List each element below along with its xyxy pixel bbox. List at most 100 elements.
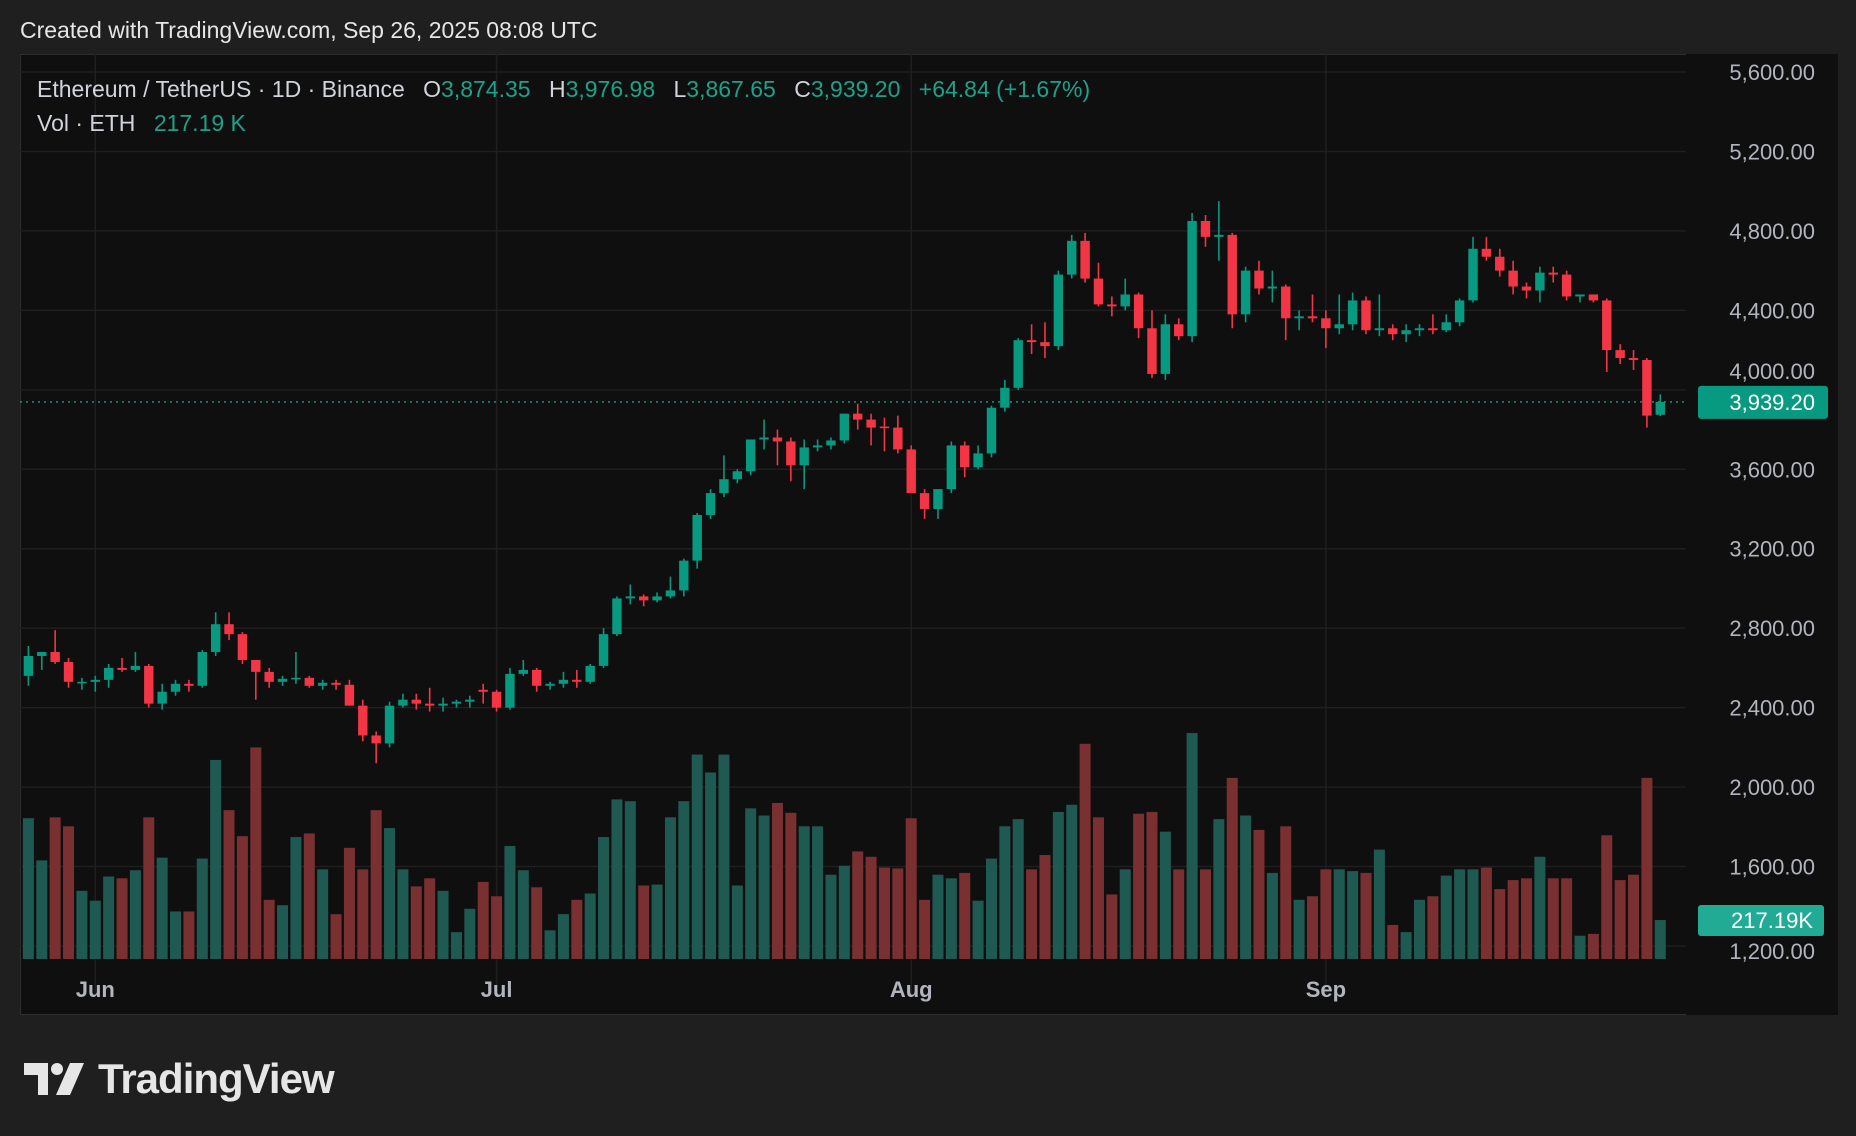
volume-bar bbox=[932, 874, 944, 959]
volume-bar bbox=[504, 846, 516, 959]
candle-body bbox=[291, 677, 301, 680]
volume-bar bbox=[798, 826, 810, 959]
time-tick-label: Sep bbox=[1306, 977, 1346, 1002]
candle-body bbox=[1093, 278, 1104, 305]
high-value: 3,976.98 bbox=[565, 76, 656, 102]
volume-bar bbox=[544, 930, 556, 959]
candle-body bbox=[1481, 248, 1492, 257]
candle-body bbox=[1133, 294, 1144, 329]
symbol-title[interactable]: Ethereum / TetherUS · 1D · Binance bbox=[37, 76, 405, 102]
volume-bar bbox=[1521, 878, 1533, 959]
candle-body bbox=[705, 493, 716, 515]
volume-bar bbox=[557, 914, 569, 959]
candle-body bbox=[1428, 328, 1438, 331]
volume-value: 217.19 K bbox=[153, 110, 246, 136]
volume-bar bbox=[49, 817, 61, 959]
candle-body bbox=[1334, 324, 1344, 329]
candle-body bbox=[398, 699, 408, 706]
chart-frame bbox=[20, 54, 1838, 1015]
price-tick-label: 1,600.00 bbox=[1729, 855, 1815, 880]
candle-body bbox=[184, 683, 194, 686]
volume-bar bbox=[1199, 869, 1211, 959]
candlestick-chart[interactable]: 5,600.00 5,200.00 4,800.00 4,400.00 4,000.00… bbox=[20, 54, 1838, 1015]
candle-body bbox=[1508, 270, 1518, 287]
candle-body bbox=[1281, 286, 1291, 319]
candle-body bbox=[933, 489, 943, 509]
candle-body bbox=[1000, 387, 1010, 408]
candle-body bbox=[1388, 328, 1398, 335]
volume-bar bbox=[1587, 933, 1599, 959]
volume-bar bbox=[22, 818, 34, 959]
volume-bar bbox=[664, 817, 676, 959]
volume-bar bbox=[1347, 871, 1359, 959]
volume-bar bbox=[1654, 920, 1666, 959]
volume-label[interactable]: Vol · ETH bbox=[37, 110, 136, 136]
candle-body bbox=[237, 634, 248, 660]
volume-bar bbox=[277, 905, 289, 959]
candle-body bbox=[1535, 272, 1545, 291]
candle-body bbox=[946, 445, 957, 490]
candle-body bbox=[1642, 360, 1652, 416]
volume-bar bbox=[343, 847, 355, 959]
candle-body bbox=[37, 652, 47, 656]
candle-body bbox=[1174, 324, 1184, 337]
candle-body bbox=[1655, 401, 1665, 415]
candle-body bbox=[1107, 304, 1117, 307]
volume-bar bbox=[63, 826, 75, 959]
volume-bar bbox=[437, 890, 449, 959]
volume-bar bbox=[624, 801, 636, 959]
candle-body bbox=[1561, 274, 1572, 297]
price-tick-label: 1,200.00 bbox=[1729, 939, 1815, 964]
volume-bar bbox=[892, 868, 904, 959]
price-tick-label: 5,200.00 bbox=[1729, 139, 1815, 164]
candle-body bbox=[358, 705, 368, 736]
candle-body bbox=[960, 445, 970, 468]
volume-bar bbox=[183, 911, 195, 959]
candle-body bbox=[50, 652, 60, 662]
volume-bar bbox=[250, 747, 262, 959]
candle-body bbox=[1321, 318, 1331, 329]
close-value: 3,939.20 bbox=[810, 76, 901, 102]
volume-bar bbox=[170, 911, 182, 959]
volume-bar bbox=[1240, 815, 1252, 959]
volume-bar bbox=[143, 817, 155, 959]
volume-bar bbox=[1628, 874, 1640, 959]
price-tick-label: 5,600.00 bbox=[1729, 60, 1815, 85]
volume-bar bbox=[1414, 899, 1426, 959]
candle-body bbox=[331, 682, 341, 685]
volume-bar bbox=[290, 837, 302, 959]
tradingview-logo[interactable]: TradingView bbox=[24, 1055, 335, 1103]
volume-bar bbox=[210, 759, 222, 959]
volume-bar bbox=[1480, 867, 1492, 959]
candle-body bbox=[1160, 324, 1171, 374]
time-axis: Jun Jul Aug Sep bbox=[76, 977, 1346, 1002]
volume-bar bbox=[424, 878, 436, 959]
candle-body bbox=[732, 471, 743, 480]
price-tick-label: 4,000.00 bbox=[1729, 359, 1815, 384]
candle-body bbox=[1120, 294, 1130, 307]
volume-bar bbox=[999, 826, 1011, 959]
candle-body bbox=[317, 682, 328, 686]
ohlc-row: Ethereum / TetherUS · 1D · Binance O3,87… bbox=[37, 72, 1090, 106]
tradingview-logo-icon bbox=[24, 1063, 84, 1095]
candle-body bbox=[505, 673, 515, 708]
volume-bar bbox=[1226, 777, 1238, 959]
candle-body bbox=[1374, 328, 1385, 331]
volume-bar bbox=[1320, 869, 1332, 959]
volume-bar bbox=[1266, 872, 1278, 959]
volume-bar bbox=[584, 893, 596, 959]
candle-body bbox=[1441, 322, 1451, 331]
volume-bar bbox=[1133, 813, 1145, 959]
candle-body bbox=[304, 677, 314, 686]
candle-body bbox=[919, 493, 930, 509]
price-tick-label: 2,400.00 bbox=[1729, 696, 1815, 721]
candle-body bbox=[1080, 240, 1090, 279]
volume-bar bbox=[745, 808, 757, 959]
candle-body bbox=[1267, 286, 1278, 289]
candle-body bbox=[652, 596, 662, 601]
volume-bar bbox=[838, 865, 850, 959]
volume-bar bbox=[1360, 872, 1372, 959]
candle-body bbox=[224, 624, 234, 635]
candle-body bbox=[1361, 300, 1371, 331]
candle-body bbox=[1628, 358, 1639, 361]
